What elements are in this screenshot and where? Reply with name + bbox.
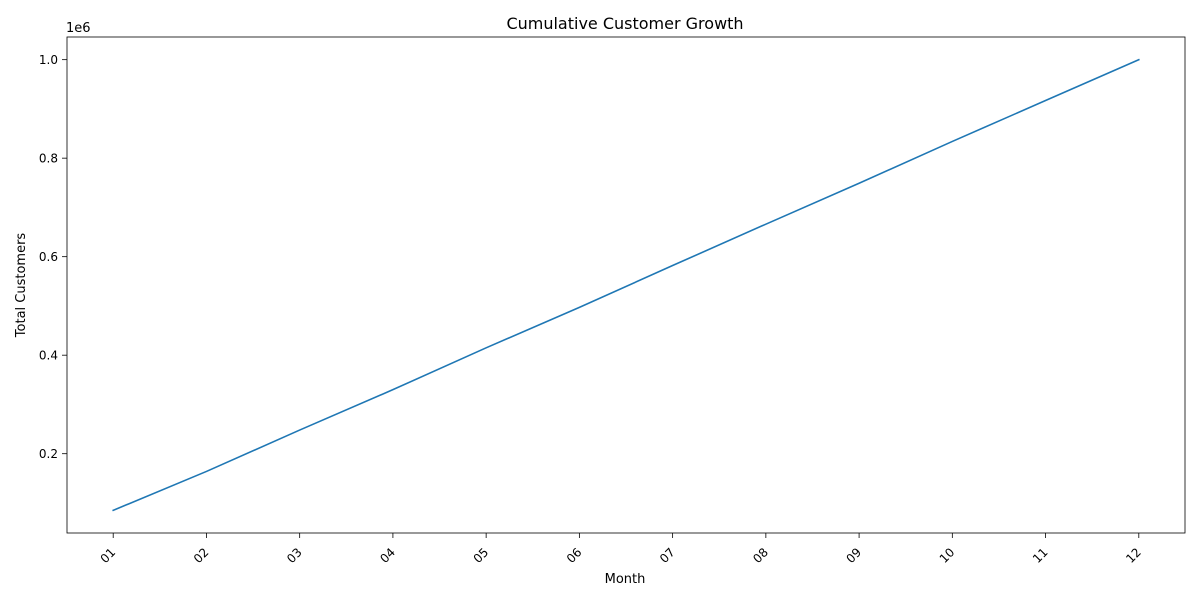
y-axis-label: Total Customers (14, 233, 29, 339)
y-tick-label: 0.2 (39, 447, 58, 461)
y-tick-label: 0.6 (39, 250, 58, 264)
y-axis-offset-text: 1e6 (66, 21, 91, 36)
y-tick-label: 1.0 (39, 53, 58, 67)
series-line (112, 58, 1140, 512)
y-tick-label: 0.4 (39, 349, 58, 363)
axes-layer (66, 36, 1186, 534)
plot-frame (66, 36, 1186, 534)
series-layer (112, 58, 1140, 512)
x-axis-label: Month (605, 572, 646, 587)
chart-title: Cumulative Customer Growth (506, 14, 743, 33)
y-tick-label: 0.8 (39, 152, 58, 166)
